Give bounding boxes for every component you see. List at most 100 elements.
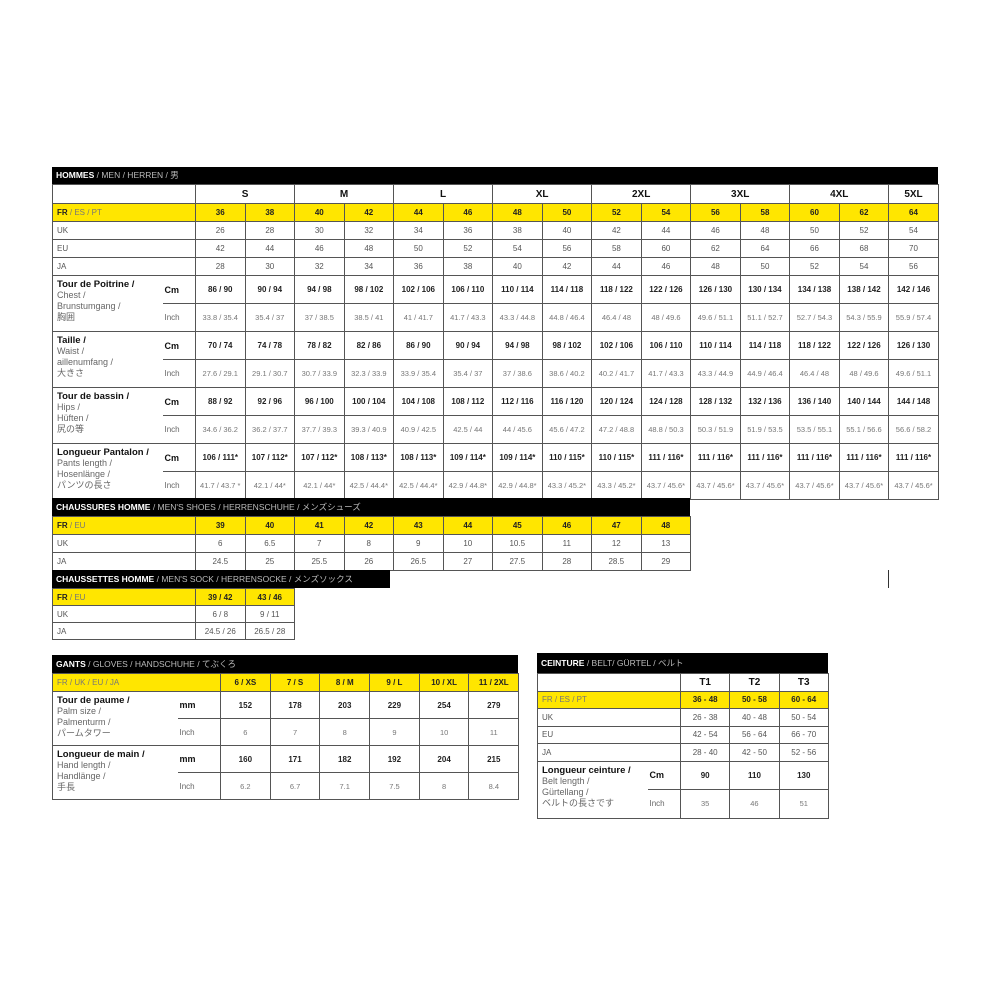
size-cell: 36 [442,221,494,240]
empty-cell [537,673,681,692]
measure-cell: 106 / 110 [442,275,494,304]
fr-size-cell: 42 [343,516,395,535]
measure-name: Hüften / [57,413,89,423]
measure-name: Hand length / [57,760,111,770]
measure-row-cm: Tour de Poitrine / Chest / Brunstumgang / 胸… [52,275,939,332]
measure-cell: 44.8 / 46.4 [541,303,593,332]
measure-row-cm: Longueur Pantalon / Pants length / Hosenlä… [52,443,939,500]
size-cell: 6 / 8 [195,605,246,623]
size-cell: 26 [343,552,395,571]
measure-cell: 43.7 / 45.6* [739,471,791,500]
measure-cell: 38.6 / 40.2 [541,359,593,388]
measure-cell: 98 / 102 [541,331,593,360]
measure-cell: 203 [319,691,371,719]
measure-cell: 82 / 86 [343,331,395,360]
size-cell: 28 - 40 [679,743,731,762]
measure-cell: 126 / 130 [690,275,741,304]
measure-cell: 106 / 111* [195,443,246,472]
size-cell: 52 [789,257,840,276]
size-cell: 9 [393,534,444,553]
fr-size-cell: 52 [591,203,642,222]
measure-name: Chest / [57,290,86,300]
size-cell: 52 - 56 [778,743,829,762]
size-cell: 52 [838,221,890,240]
measure-cell: 48 / 49.6 [838,359,890,388]
fr-size-cell: 47 [591,516,642,535]
measure-cell: 46 [729,789,780,819]
fr-size-cell: 38 [244,203,296,222]
size-cell: 56 [888,257,939,276]
measure-cell: 48 / 49.6 [640,303,692,332]
measure-cell: 42.1 / 44* [244,471,296,500]
measure-name: ベルトの長さです [542,797,615,808]
size-cell: 62 [690,239,741,258]
measure-cell: 204 [418,745,470,773]
size-cell: 54 [888,221,939,240]
measure-cell: 110 / 114 [492,275,543,304]
measure-cell: 41 / 41.7 [393,303,444,332]
fr-size-cell: 8 / M [319,673,371,692]
measure-name: Tour de Poitrine / [57,279,135,290]
measure-name: Belt length / [542,775,590,786]
measure-cell: 279 [468,691,520,719]
size-cell: 46 [640,257,692,276]
measure-cell: 96 / 100 [294,387,345,416]
measure-cell: 42.5 / 44 [442,415,494,444]
fr-size-cell: 6 / XS [220,673,271,692]
measure-cell: 43.7 / 45.6* [690,471,741,500]
measure-name: 手長 [57,782,76,792]
unit-label: Inch [162,359,196,388]
size-label: T2 [729,673,780,692]
size-cell: 28 [541,552,593,571]
fr-size-cell: 54 [640,203,692,222]
measure-cell: 6.2 [220,772,271,800]
measure-cell: 27.6 / 29.1 [195,359,246,388]
measure-cell: 134 / 138 [789,275,840,304]
measure-cell: 6 [220,718,271,746]
fr-size-cell: 48 [640,516,692,535]
size-cell: 6.5 [244,534,296,553]
measure-cell: 38.5 / 41 [343,303,395,332]
measure-cell: 7.1 [319,772,371,800]
fr-label: FR / UK / EU / JA [51,673,222,692]
belt-section: CEINTURE / BELT/ GÜRTEL / ベルト T1 T2 T3 FR /… [537,653,829,819]
measure-cell: 32.3 / 33.9 [343,359,395,388]
header-bold: CHAUSSURES HOMME [56,502,151,512]
size-row-ja: JA 28 30 32 34 36 38 40 42 44 46 48 50 52 54 56 [52,257,939,276]
measure-cell: 118 / 122 [789,331,840,360]
fr-size-cell: 40 [294,203,345,222]
fr-label: FR / EU [51,588,197,606]
size-cell: 9 / 11 [244,605,296,623]
size-cell: 6 [195,534,246,553]
measure-cell: 130 [778,760,829,790]
measure-cell: 122 / 126 [838,331,890,360]
measure-name: Brunstumgang / [57,301,121,311]
size-cell: 56 [541,239,593,258]
fr-size-cell: 48 [492,203,543,222]
size-cell: 44 [591,257,642,276]
size-cell: 27.5 [492,552,543,571]
measure-row-inch: Inch 35 46 51 [538,789,829,819]
measure-row-inch: Inch 41.7 / 43.7 * 42.1 / 44* 42.1 / 44* 42.… [53,471,939,500]
gloves-section: GANTS / GLOVES / HANDSCHUHE / てぶくろ FR / … [51,655,520,800]
measure-name: Pants length / [57,458,113,468]
measure-cell: 40.2 / 41.7 [591,359,642,388]
measure-cell: 37.7 / 39.3 [294,415,345,444]
measure-name: パンツの長さ [57,480,112,490]
size-row-eu: EU 42 - 54 56 - 64 66 - 70 [537,725,829,744]
measure-cell: 108 / 113* [343,443,395,472]
measure-label: Longueur ceinture / Belt length / Gürtella… [537,760,648,819]
men-size-table: S M L XL 2XL 3XL 4XL 5XL FR / ES / PT 36 38 40 42 44 4… [52,184,939,500]
fr-label-bold: FR [57,592,68,602]
size-row-eu: EU 42 44 46 48 50 52 54 56 58 60 62 64 66 68 70 [52,239,939,258]
header-bold: CEINTURE [541,658,585,668]
measure-cell: 110 [729,760,780,790]
measure-cell: 29.1 / 30.7 [244,359,296,388]
header-bold: HOMMES [56,170,95,180]
measure-cell: 49.6 / 51.1 [888,359,939,388]
measure-cell: 111 / 116* [838,443,890,472]
size-cell: 66 - 70 [778,725,829,744]
measure-cell: 51.1 / 52.7 [739,303,791,332]
